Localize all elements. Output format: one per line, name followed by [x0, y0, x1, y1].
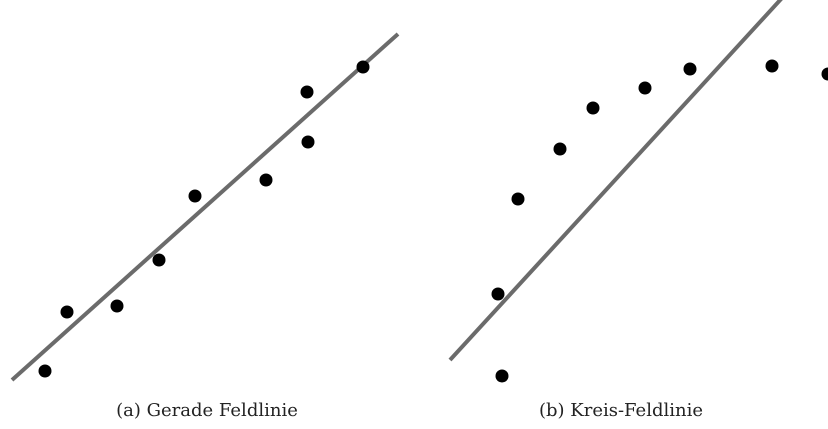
caption-a: (a) Gerade Feldlinie: [116, 400, 298, 421]
data-point-a-6: [259, 173, 273, 187]
data-point-a-8: [300, 85, 314, 99]
caption-b: (b) Kreis-Feldlinie: [538, 400, 704, 421]
data-point-b-5: [586, 101, 600, 115]
data-point-a-1: [38, 364, 52, 378]
data-point-a-9: [356, 60, 370, 74]
data-point-a-5: [188, 189, 202, 203]
data-point-b-8: [765, 59, 779, 73]
data-point-a-4: [152, 253, 166, 267]
field-line-a: [10, 32, 400, 382]
panel-b: (b) Kreis-Feldlinie: [414, 0, 828, 429]
field-line-b: [448, 0, 783, 362]
data-point-b-6: [638, 81, 652, 95]
data-point-a-2: [60, 305, 74, 319]
data-point-b-9: [821, 67, 828, 81]
data-point-b-2: [491, 287, 505, 301]
data-point-a-3: [110, 299, 124, 313]
data-point-b-7: [683, 62, 697, 76]
data-point-b-1: [495, 369, 509, 383]
scatter-plot-a: [10, 32, 400, 382]
scatter-plot-b: [448, 0, 828, 383]
panel-a: (a) Gerade Feldlinie: [10, 32, 400, 421]
data-point-a-7: [301, 135, 315, 149]
data-point-b-3: [511, 192, 525, 206]
data-point-b-4: [553, 142, 567, 156]
